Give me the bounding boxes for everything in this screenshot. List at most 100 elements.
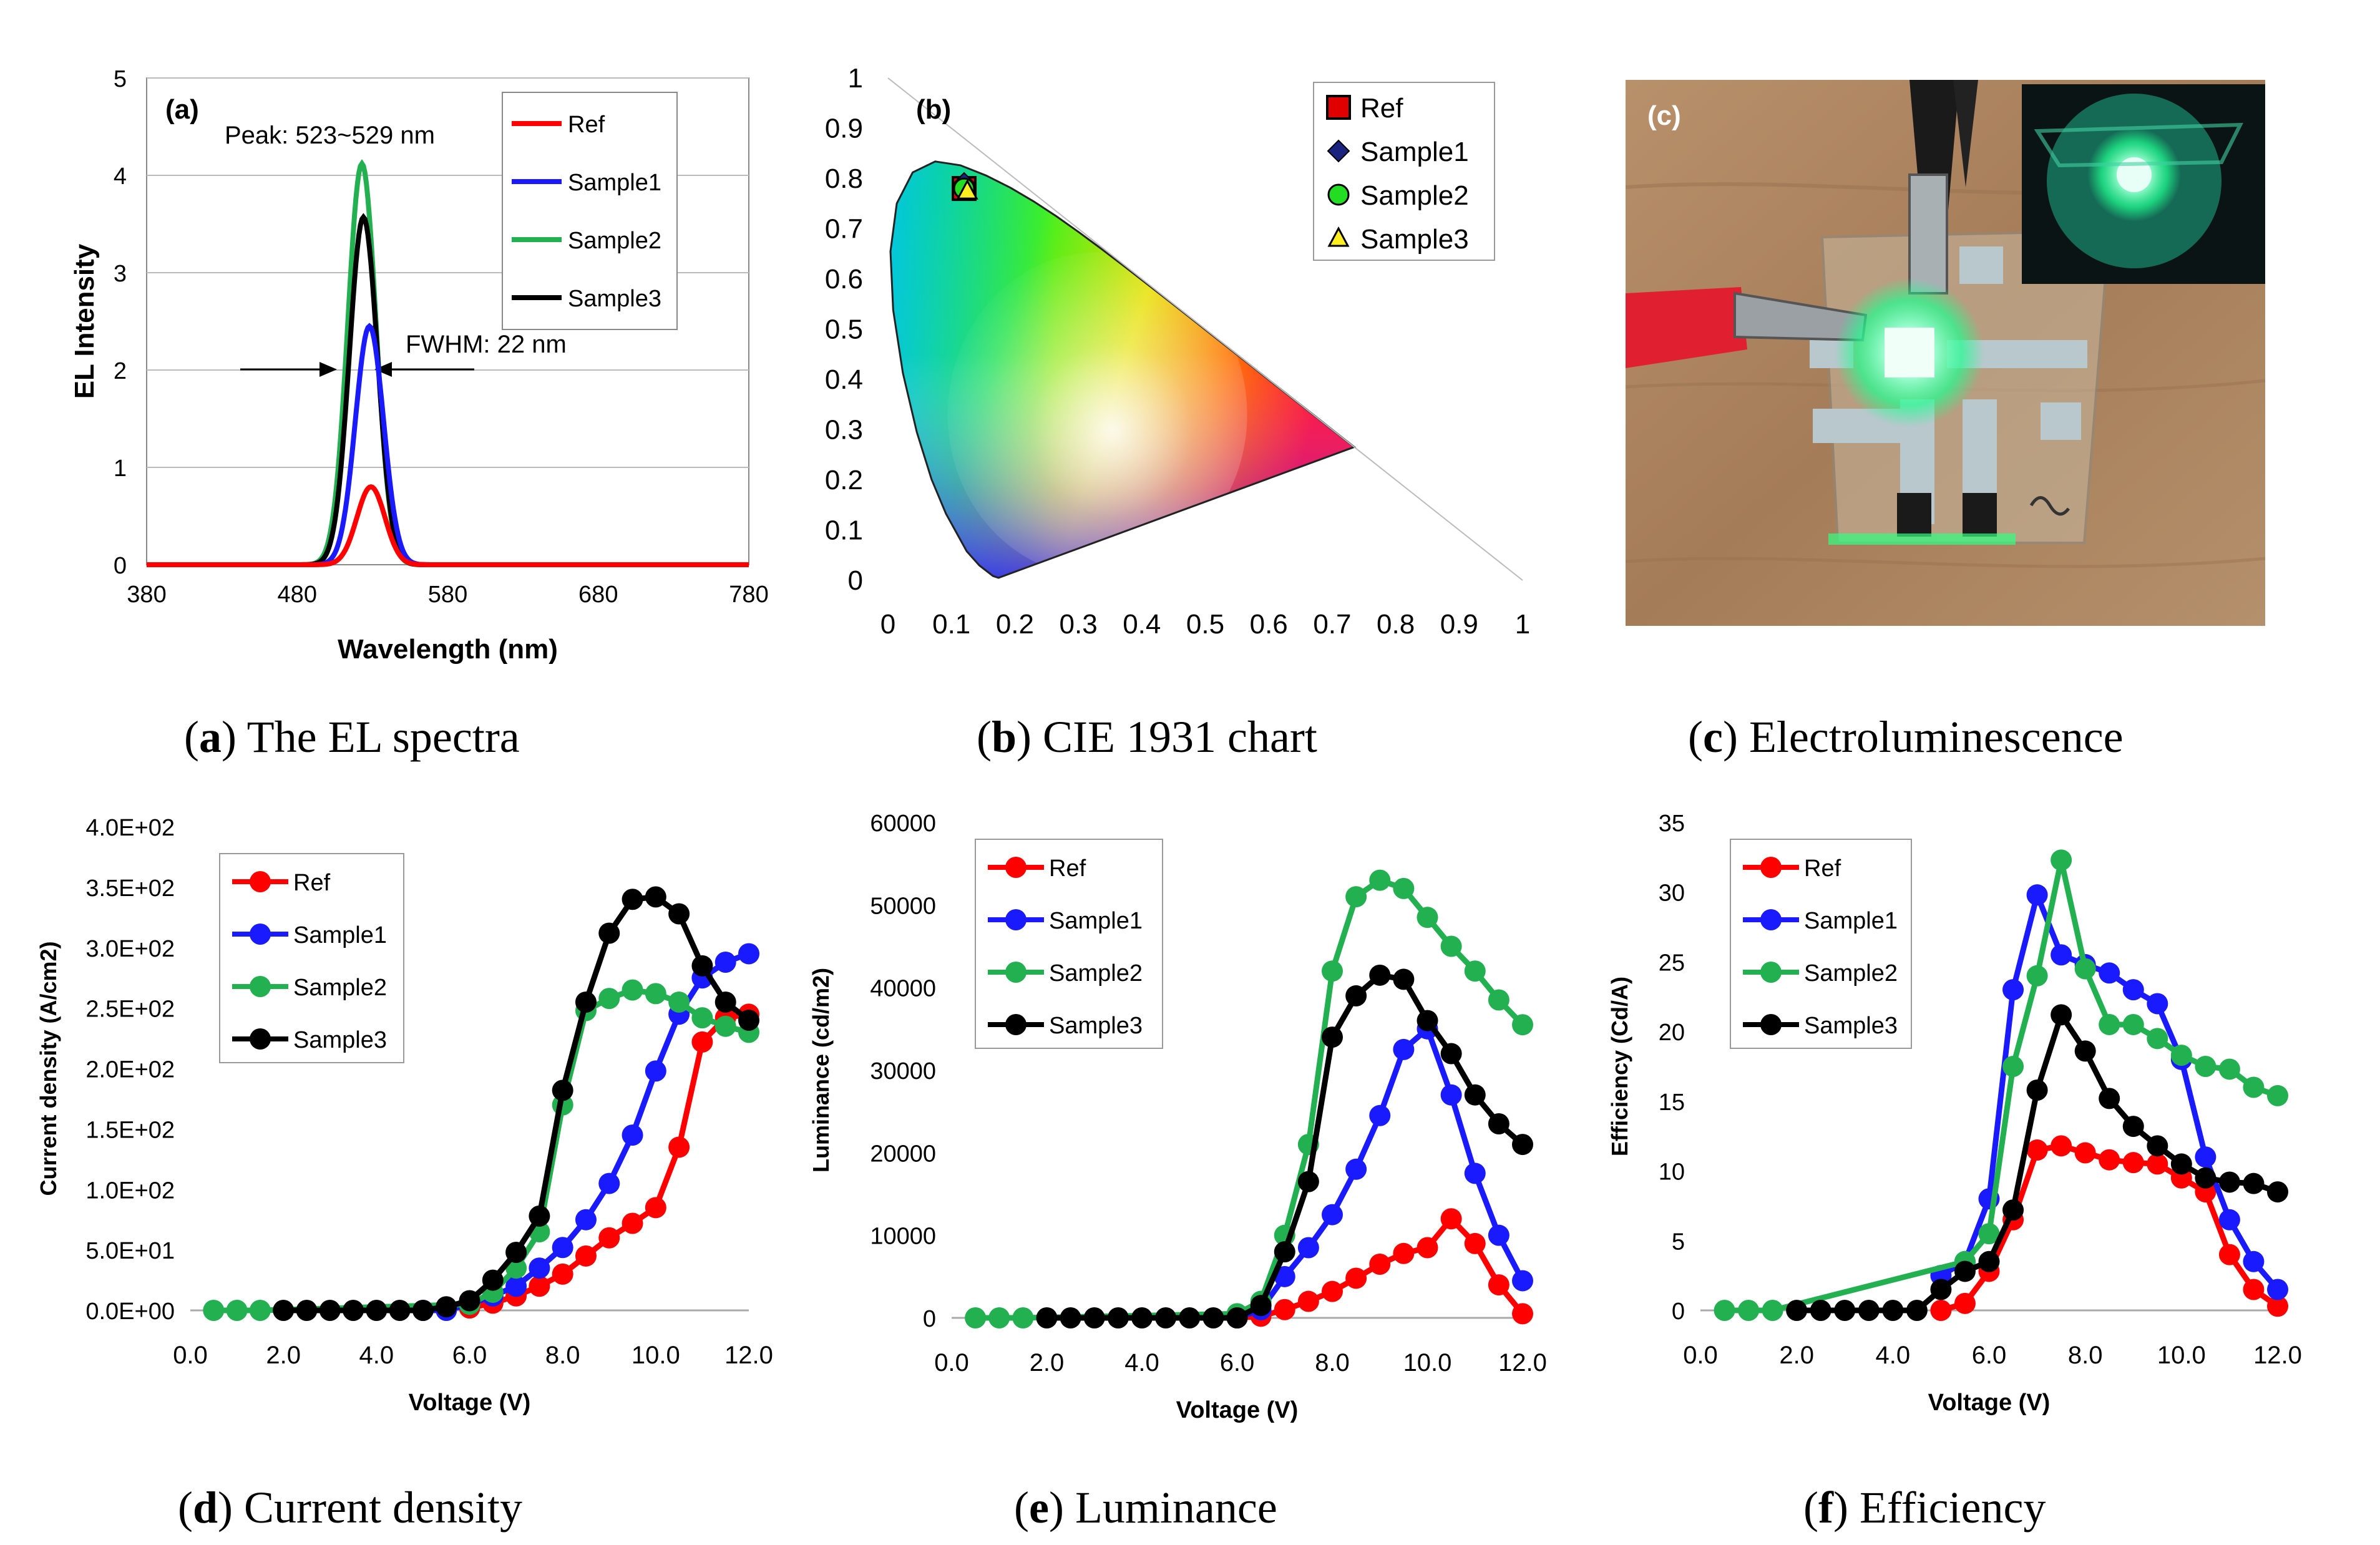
- data-point-ref: [1322, 1280, 1343, 1302]
- y-axis-label-e: Luminance (cd/m2): [808, 968, 834, 1172]
- panel-e-luminance: 0 10000 20000 30000 40000 50000 60000 0.0 2.0 4.0…: [808, 811, 1547, 1423]
- data-point-sample3: [2026, 1079, 2048, 1101]
- data-point-sample3: [1202, 1307, 1224, 1328]
- y-tick-label-b: 0.2: [825, 465, 863, 495]
- legend-label-sample1: Sample1: [293, 922, 387, 948]
- data-point-sample3: [273, 1300, 295, 1321]
- x-tick-label-a: 780: [729, 582, 768, 608]
- y-tick-label-b: 0.8: [825, 163, 863, 194]
- caption-c-text: Electroluminescence: [1738, 712, 2124, 762]
- data-point-sample1: [2267, 1279, 2288, 1300]
- y-tick-label-a: 1: [114, 456, 127, 482]
- data-point-sample2: [714, 1015, 736, 1037]
- panel-f-efficiency: 0 5 10 15 20 25 30 35 0.0 2.0 4.0 6.0 8.0 10.0 12.0 Vol…: [1607, 811, 2302, 1416]
- legend-label-sample1: Sample1: [1049, 908, 1143, 934]
- data-point-sample3: [1464, 1084, 1486, 1106]
- caption-e: (e) Luminance: [1014, 1483, 1277, 1533]
- legend-label-sample3: Sample3: [568, 286, 661, 312]
- data-point-sample3: [2122, 1116, 2144, 1138]
- data-point-sample3: [738, 1010, 759, 1031]
- data-point-sample3: [552, 1080, 573, 1101]
- data-point-ref: [2243, 1279, 2265, 1300]
- annotation-fwhm: FWHM: 22 nm: [406, 331, 567, 358]
- x-tick-label-a: 580: [428, 582, 467, 608]
- series-line-ref: [147, 484, 749, 567]
- data-point-sample3: [412, 1300, 434, 1321]
- data-point-sample3: [622, 889, 643, 910]
- legend-label-sample1: Sample1: [1804, 908, 1898, 934]
- data-point-ref: [645, 1197, 666, 1219]
- legend-marker-sample1: [1327, 139, 1350, 163]
- data-point-sample1: [2243, 1250, 2265, 1272]
- data-point-sample2: [2147, 1028, 2168, 1050]
- y-tick-label-d: 3.5E+02: [85, 875, 175, 902]
- data-point-ref: [668, 1136, 690, 1158]
- y-tick-label-f: 5: [1672, 1229, 1685, 1255]
- caption-a: (a) The EL spectra: [184, 712, 520, 762]
- y-tick-label-b: 0: [848, 565, 863, 596]
- data-point-sample3: [436, 1296, 457, 1318]
- data-point-sample3: [575, 991, 597, 1013]
- x-tick-label-b: 0.1: [932, 609, 970, 640]
- legend-label-ref: Ref: [293, 870, 331, 896]
- y-tick-label-e: 50000: [870, 893, 936, 919]
- x-tick-label-f: 0.0: [1683, 1342, 1718, 1369]
- panel-c-label: (c): [1647, 100, 1681, 131]
- y-tick-label-b: 0.4: [825, 364, 863, 395]
- x-tick-label-e: 12.0: [1498, 1349, 1547, 1377]
- data-point-sample1: [2147, 993, 2168, 1015]
- data-point-sample3: [1179, 1307, 1201, 1328]
- data-point-sample3: [714, 991, 736, 1013]
- y-tick-label-e: 10000: [870, 1224, 936, 1250]
- data-point-sample3: [1250, 1295, 1272, 1317]
- data-point-sample3: [1417, 1010, 1438, 1031]
- data-point-sample2: [2099, 1013, 2120, 1035]
- panel-a-el-spectra: 0 1 2 3 4 5 380 480 580 680 780 Wavelength (nm) EL I…: [69, 66, 769, 665]
- legend-marker-ref: [250, 871, 271, 892]
- caption-d-text: Current density: [233, 1483, 522, 1533]
- y-tick-label-f: 0: [1672, 1299, 1685, 1325]
- data-point-ref: [1417, 1237, 1438, 1259]
- y-tick-label-b: 0.6: [825, 264, 863, 295]
- data-point-sample1: [2002, 979, 2024, 1001]
- y-tick-label-d: 2.0E+02: [85, 1057, 175, 1083]
- data-point-ref: [1369, 1253, 1391, 1275]
- data-point-sample2: [2051, 849, 2072, 871]
- data-point-sample3: [1906, 1300, 1928, 1321]
- x-tick-label-b: 0: [880, 609, 895, 640]
- data-point-ref: [1464, 1232, 1486, 1254]
- data-point-sample3: [1858, 1300, 1880, 1321]
- data-point-sample2: [1012, 1307, 1034, 1328]
- x-tick-label-e: 10.0: [1403, 1349, 1452, 1377]
- data-point-sample3: [1322, 1026, 1343, 1048]
- legend-marker-sample2: [1760, 962, 1782, 983]
- x-tick-label-f: 12.0: [2253, 1342, 2302, 1369]
- x-tick-label-b: 0.9: [1440, 609, 1478, 640]
- data-point-sample1: [2218, 1209, 2240, 1231]
- data-point-sample3: [1930, 1279, 1952, 1300]
- data-point-sample3: [1297, 1171, 1319, 1192]
- x-tick-label-d: 8.0: [545, 1342, 580, 1369]
- panel-label-a: (a): [165, 94, 199, 125]
- y-tick-label-b: 0.3: [825, 415, 863, 446]
- data-point-sample3: [482, 1269, 504, 1291]
- data-point-sample1: [622, 1124, 643, 1146]
- data-point-ref: [1930, 1300, 1952, 1321]
- data-point-sample1: [2099, 962, 2120, 984]
- y-tick-label-b: 0.1: [825, 515, 863, 546]
- x-tick-label-b: 0.4: [1123, 609, 1161, 640]
- x-axis-label-a: Wavelength (nm): [338, 634, 558, 665]
- data-point-sample3: [598, 922, 620, 944]
- x-tick-label-a: 680: [578, 582, 618, 608]
- data-point-sample3: [1226, 1307, 1248, 1328]
- caption-b: (b) CIE 1931 chart: [977, 712, 1317, 762]
- data-point-sample1: [1369, 1104, 1391, 1126]
- data-point-ref: [2026, 1139, 2048, 1161]
- data-point-sample3: [645, 886, 666, 908]
- data-point-ref: [1345, 1267, 1367, 1289]
- data-point-sample2: [1417, 907, 1438, 928]
- data-point-sample2: [1440, 935, 1462, 957]
- y-tick-label-f: 15: [1659, 1089, 1685, 1116]
- legend-label-sample3: Sample3: [1360, 224, 1469, 255]
